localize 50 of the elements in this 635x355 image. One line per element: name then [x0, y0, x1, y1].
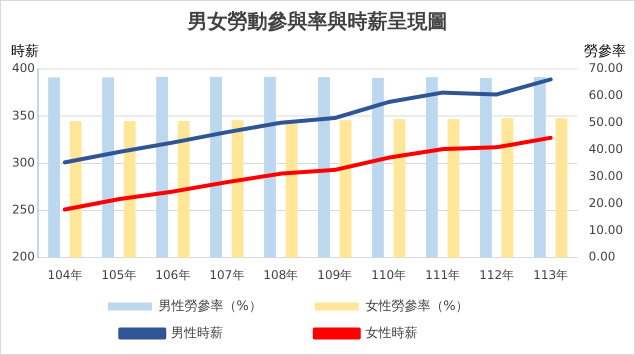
- bar: [372, 78, 384, 258]
- bar: [340, 120, 352, 258]
- y-tick-label: 350: [12, 108, 35, 122]
- bar: [210, 76, 222, 258]
- x-tick-label: 110年: [371, 268, 406, 282]
- y2-tick-label: 60.00: [588, 88, 624, 102]
- bar: [534, 77, 546, 258]
- x-tick-label: 111年: [425, 268, 460, 282]
- x-tick-label: 109年: [317, 268, 352, 282]
- y2-axis-title: 勞參率: [584, 44, 626, 60]
- legend-label: 女性時薪: [365, 326, 496, 341]
- y-tick-label: 250: [12, 202, 35, 217]
- bar: [156, 76, 168, 258]
- y-tick-label: 200: [12, 250, 35, 264]
- bar: [264, 76, 276, 258]
- legend-label: 男性勞參率（%）: [158, 298, 301, 314]
- x-tick-label: 113年: [533, 268, 568, 282]
- bar: [502, 118, 514, 258]
- bar: [448, 119, 460, 258]
- y2-tick-label: 40.00: [588, 142, 624, 156]
- bar: [102, 77, 114, 258]
- y2-tick-label: 10.00: [588, 222, 624, 237]
- x-tick-label: 108年: [263, 268, 298, 282]
- bar: [394, 119, 406, 258]
- legend-label: 女性勞參率（%）: [365, 298, 508, 314]
- bar: [318, 77, 330, 258]
- x-tick-label: 106年: [155, 268, 190, 282]
- bar: [70, 121, 82, 258]
- x-tick-label: 112年: [479, 268, 514, 282]
- bar: [178, 121, 190, 258]
- bar: [556, 118, 568, 258]
- y2-tick-label: 20.00: [588, 196, 624, 210]
- y2-tick-label: 0.00: [588, 250, 616, 264]
- chart-title: 男女勞動參與率與時薪呈現圖: [186, 9, 448, 34]
- x-tick-label: 104年: [47, 268, 82, 282]
- y-tick-label: 400: [12, 61, 35, 76]
- x-tick-label: 105年: [101, 268, 136, 282]
- bar: [286, 120, 298, 258]
- bar: [124, 121, 136, 258]
- legend-label: 男性時薪: [170, 326, 301, 341]
- bar: [480, 78, 492, 258]
- bar: [426, 77, 438, 258]
- bar: [48, 77, 60, 258]
- y-axis-title: 時薪: [11, 44, 39, 60]
- y2-tick-label: 30.00: [588, 168, 624, 183]
- bar: [232, 120, 244, 258]
- y2-tick-label: 50.00: [588, 115, 624, 130]
- y-tick-label: 300: [12, 155, 35, 170]
- x-tick-label: 107年: [209, 268, 244, 282]
- y2-tick-label: 70.00: [588, 61, 624, 76]
